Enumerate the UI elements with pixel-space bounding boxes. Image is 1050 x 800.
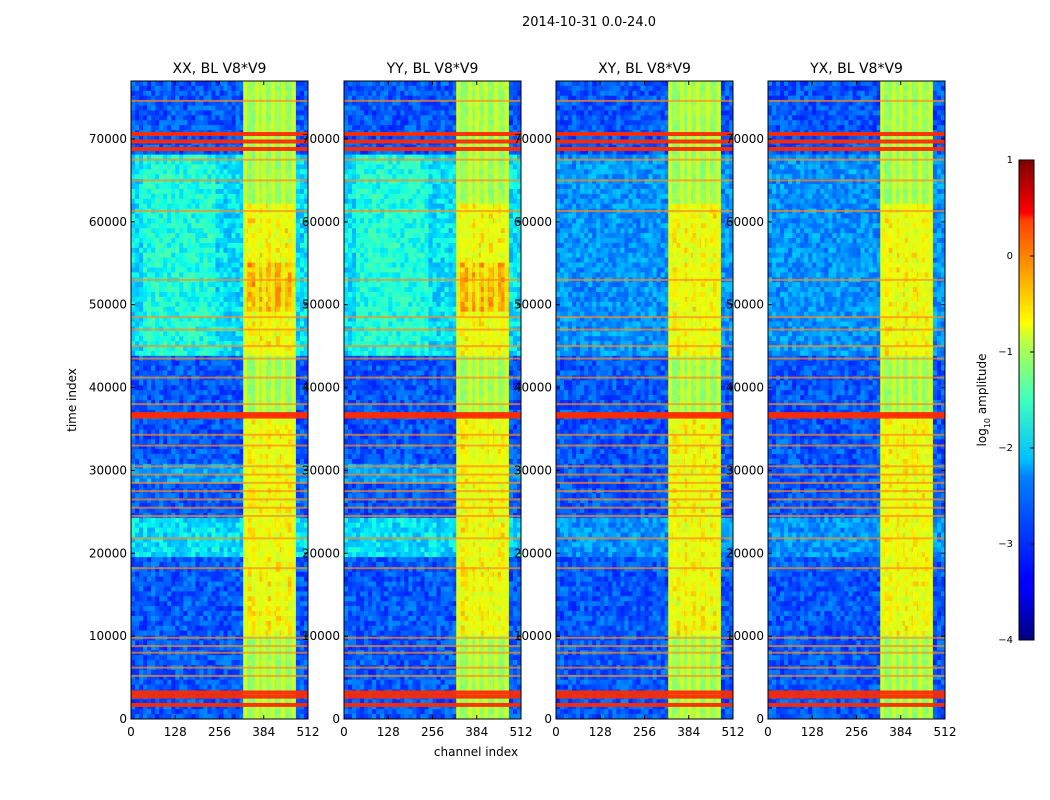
x-tick-label: 0 [340,725,348,739]
x-tick-label: 384 [889,725,912,739]
y-tick-label: 30000 [726,463,764,477]
y-tick-label: 40000 [89,381,127,395]
colorbar-tick-label: 0 [1007,251,1013,262]
heatmap-image [768,81,945,719]
y-axis-label: time index [65,368,79,432]
x-tick-label: 512 [510,725,533,739]
x-tick-label: 384 [465,725,488,739]
y-tick-label: 10000 [726,629,764,643]
y-tick-label: 30000 [514,463,552,477]
x-tick-label: 384 [252,725,275,739]
heatmap-image [131,81,308,719]
colorbar-tick-label: −3 [998,539,1013,550]
panel-title: XY, BL V8*V9 [598,61,691,77]
panel-xy: XY, BL V8*V9 0 128 256 384 512 0 10000 20000 3000… [514,61,745,739]
x-tick-label: 128 [164,725,187,739]
y-tick-label: 10000 [514,629,552,643]
x-tick-label: 0 [764,725,772,739]
panel-title: YY, BL V8*V9 [386,61,479,77]
y-tick-label: 70000 [302,132,340,146]
y-tick-label: 20000 [302,546,340,560]
y-tick-label: 30000 [302,463,340,477]
y-tick-label: 20000 [726,546,764,560]
heatmap-image [556,81,733,719]
colorbar-tick-label: 1 [1007,155,1013,166]
y-tick-label: 10000 [89,629,127,643]
x-tick-label: 256 [633,725,656,739]
y-tick-label: 20000 [89,546,127,560]
x-tick-label: 384 [677,725,700,739]
y-tick-label: 60000 [302,215,340,229]
y-tick-label: 50000 [514,298,552,312]
panel-xx: XX, BL V8*V9 0 128 256 384 512 0 10000 20000 3000… [89,61,320,739]
x-tick-label: 128 [589,725,612,739]
colorbar-gradient [1018,159,1035,641]
y-tick-label: 20000 [514,546,552,560]
y-tick-label: 60000 [726,215,764,229]
y-tick-label: 0 [756,712,764,726]
colorbar: 1 0 −1 −2 −3 −4 log10 amplitude [975,155,1035,646]
colorbar-tick-label: −2 [998,443,1013,454]
y-tick-label: 40000 [726,381,764,395]
panel-yx: YX, BL V8*V9 0 128 256 384 512 0 10000 20000 3000… [726,61,957,739]
colorbar-tick-label: −1 [998,347,1013,358]
figure-suptitle: 2014-10-31 0.0-24.0 [522,15,656,30]
colorbar-tick-label: −4 [998,635,1013,646]
y-tick-label: 50000 [302,298,340,312]
x-tick-label: 128 [801,725,824,739]
y-tick-label: 60000 [514,215,552,229]
y-tick-label: 0 [544,712,552,726]
x-tick-label: 0 [127,725,135,739]
x-tick-label: 512 [722,725,745,739]
colorbar-label: log10 amplitude [975,354,992,447]
x-tick-label: 512 [934,725,957,739]
heatmap-image [344,81,521,719]
y-tick-label: 70000 [726,132,764,146]
y-tick-label: 40000 [514,381,552,395]
panel-yy: YY, BL V8*V9 0 128 256 384 512 0 10000 20000 3000… [302,61,533,739]
y-tick-label: 50000 [726,298,764,312]
y-tick-label: 70000 [514,132,552,146]
y-tick-label: 70000 [89,132,127,146]
y-tick-label: 0 [332,712,340,726]
y-tick-label: 50000 [89,298,127,312]
panel-title: YX, BL V8*V9 [809,61,903,77]
y-tick-label: 40000 [302,381,340,395]
y-tick-label: 30000 [89,463,127,477]
x-tick-label: 256 [208,725,231,739]
x-tick-label: 0 [552,725,560,739]
x-tick-label: 128 [377,725,400,739]
x-axis-label: channel index [434,745,518,759]
y-tick-label: 10000 [302,629,340,643]
x-tick-label: 512 [297,725,320,739]
y-tick-label: 0 [119,712,127,726]
x-tick-label: 256 [845,725,868,739]
panel-title: XX, BL V8*V9 [173,61,267,77]
x-tick-label: 256 [421,725,444,739]
y-tick-label: 60000 [89,215,127,229]
